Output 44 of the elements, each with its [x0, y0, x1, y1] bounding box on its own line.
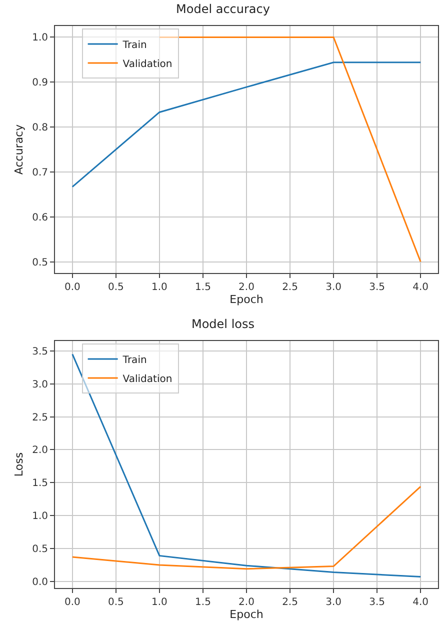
- x-tick-label: 2.0: [238, 597, 254, 608]
- y-tick-label: 0.7: [32, 167, 48, 178]
- chart-title: Model loss: [191, 317, 255, 332]
- chart-title: Model accuracy: [176, 2, 270, 16]
- y-tick-label: 3.0: [32, 379, 48, 390]
- x-tick-label: 3.0: [326, 597, 342, 608]
- x-tick-label: 4.0: [412, 282, 429, 293]
- legend-label: Train: [122, 354, 147, 366]
- y-tick-label: 0.9: [32, 78, 48, 89]
- x-tick-label: 2.0: [238, 282, 254, 293]
- x-tick-label: 2.5: [282, 282, 298, 293]
- y-tick-label: 2.5: [32, 412, 48, 424]
- x-tick-label: 1.0: [151, 282, 168, 293]
- x-tick-label: 1.5: [195, 282, 211, 293]
- y-tick-label: 1.0: [32, 32, 48, 44]
- y-tick-label: 0.6: [32, 212, 48, 224]
- y-tick-label: 2.0: [32, 445, 48, 456]
- x-tick-label: 4.0: [412, 597, 429, 608]
- x-tick-label: 1.5: [195, 597, 211, 608]
- y-axis-title: Accuracy: [12, 124, 26, 175]
- x-tick-label: 3.5: [369, 282, 386, 293]
- y-tick-label: 0.5: [32, 257, 48, 268]
- legend-label: Train: [122, 40, 147, 51]
- y-tick-label: 3.5: [32, 346, 48, 358]
- line-series: [72, 353, 422, 578]
- x-tick-label: 0.0: [64, 282, 80, 293]
- legend-label: Validation: [122, 58, 172, 70]
- x-tick-label: 2.5: [282, 597, 298, 608]
- y-tick-label: 0.5: [32, 544, 48, 555]
- x-tick-label: 1.0: [151, 597, 168, 608]
- x-tick-label: 0.5: [108, 597, 124, 608]
- x-tick-label: 0.0: [64, 597, 80, 608]
- x-axis-title: Epoch: [230, 608, 264, 621]
- x-axis-title: Epoch: [230, 293, 264, 306]
- y-tick-label: 0.8: [32, 122, 48, 134]
- x-tick-label: 0.5: [108, 282, 124, 293]
- x-tick-label: 3.0: [326, 282, 342, 293]
- legend-label: Validation: [122, 374, 172, 385]
- y-tick-label: 1.5: [32, 478, 48, 490]
- y-tick-label: 0.0: [32, 576, 48, 588]
- y-tick-label: 1.0: [32, 511, 48, 522]
- line-series: [72, 486, 422, 570]
- x-tick-label: 3.5: [369, 597, 386, 608]
- y-axis-title: Loss: [12, 452, 26, 477]
